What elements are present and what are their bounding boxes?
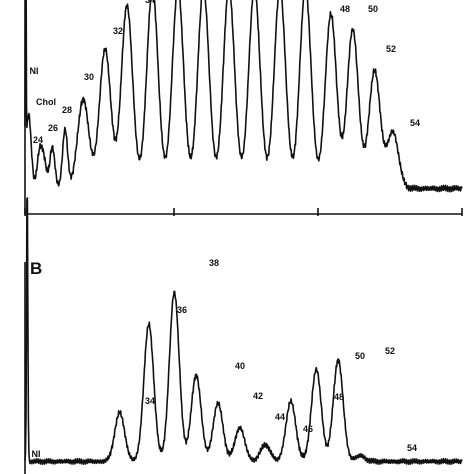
panel-a-peak-label: NI <box>30 66 39 76</box>
panel-a: NI Chol 24 26 28 30 32 34 48 50 52 54 <box>24 0 463 216</box>
panel-a-peak-label: 30 <box>84 72 94 82</box>
panel-b-letter: B <box>30 259 42 278</box>
panel-b-peak-label: 44 <box>275 412 285 422</box>
panel-b-peak-label: NI <box>32 449 41 459</box>
panel-b-peak-label: 34 <box>145 396 155 406</box>
panel-a-peak-label: 26 <box>48 123 58 133</box>
panel-a-peak-label: 32 <box>113 26 123 36</box>
panel-b-peak-label: 52 <box>385 346 395 356</box>
panel-b-peak-label: 42 <box>253 391 263 401</box>
panel-a-peak-label: 24 <box>33 135 43 145</box>
panel-b-peak-label: 38 <box>209 258 219 268</box>
panel-a-peak-label: 34 <box>145 0 155 5</box>
panel-a-peak-label: 54 <box>410 118 420 128</box>
panel-b-peak-label: 40 <box>235 361 245 371</box>
panel-a-peak-label: 52 <box>386 44 396 54</box>
panel-b-peak-label: 54 <box>407 443 417 453</box>
panel-a-peak-label: 28 <box>62 105 72 115</box>
panel-b-peak-label: 48 <box>334 392 344 402</box>
panel-b-peak-label: 46 <box>303 424 313 434</box>
panel-a-peak-label: Chol <box>36 97 56 107</box>
panel-b: NI 34 36 38 40 42 44 46 48 50 52 54 B <box>24 197 463 474</box>
panel-a-trace <box>24 0 463 193</box>
panel-b-peak-label: 36 <box>177 305 187 315</box>
panel-b-peak-label: 50 <box>355 351 365 361</box>
panel-b-trace <box>24 197 463 466</box>
panel-a-peak-label: 50 <box>368 4 378 14</box>
panel-a-peak-label: 48 <box>340 4 350 14</box>
